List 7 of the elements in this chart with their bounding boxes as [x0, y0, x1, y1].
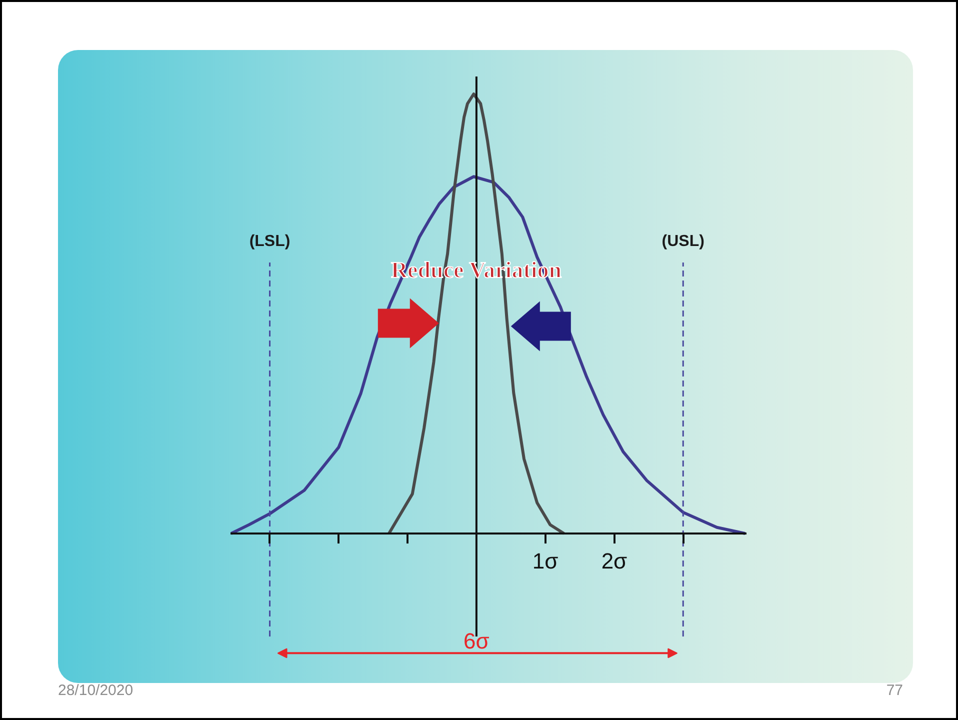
- text: 77: [886, 682, 903, 699]
- x-tick-label: 2σ: [601, 548, 628, 574]
- ref-line-label: (LSL): [249, 233, 290, 250]
- x-tick-label: 1σ: [532, 548, 559, 574]
- text: 28/10/2020: [58, 682, 134, 699]
- ref-line-label: (USL): [662, 233, 704, 250]
- annotation: 6σ: [464, 628, 490, 654]
